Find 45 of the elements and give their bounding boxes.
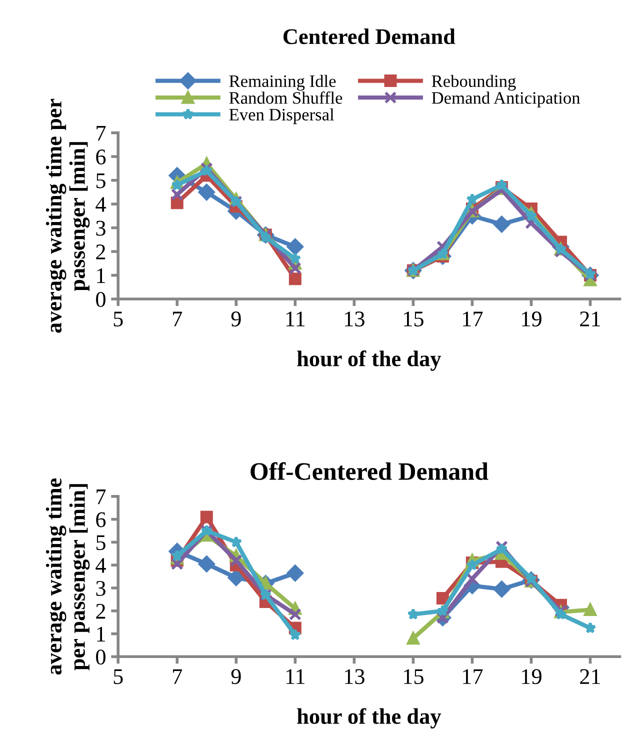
chart-title: Centered Demand <box>284 28 456 44</box>
y-tick-label: 6 <box>96 512 106 528</box>
legend-label: Demand Anticipation <box>432 92 580 108</box>
y-tick-label: 5 <box>96 535 106 550</box>
x-tick-label: 21 <box>580 669 600 684</box>
y-tick-label: 6 <box>96 150 106 164</box>
x-tick-label: 9 <box>231 312 241 326</box>
x-tick-label: 7 <box>173 669 182 684</box>
x-axis-title: hour of the day <box>297 708 442 729</box>
x-tick-label: 11 <box>286 312 305 326</box>
x-tick-label: 11 <box>286 669 305 684</box>
x-tick-label: 5 <box>114 312 123 326</box>
x-tick-label: 15 <box>404 669 424 684</box>
y-tick-label: 2 <box>96 244 106 260</box>
legend-label: Remaining Idle <box>229 74 336 91</box>
x-tick-label: 17 <box>463 669 483 684</box>
legend-label: Even Dispersal <box>229 108 334 124</box>
y-axis-title: average waiting time per passenger [min] <box>46 98 90 333</box>
x-tick-label: 17 <box>463 312 483 326</box>
x-tick-label: 7 <box>173 312 182 326</box>
y-tick-label: 0 <box>96 650 106 665</box>
x-tick-label: 13 <box>345 312 364 326</box>
y-tick-label: 1 <box>97 626 105 642</box>
legend-label: Rebounding <box>432 74 516 91</box>
chart-title: Off-Centered Demand <box>250 462 488 480</box>
x-tick-label: 15 <box>404 312 424 326</box>
y-tick-label: 1 <box>97 268 105 283</box>
x-tick-label: 21 <box>580 312 600 326</box>
y-tick-label: 0 <box>96 292 106 307</box>
y-tick-label: 4 <box>96 558 106 573</box>
y-tick-label: 7 <box>96 490 106 504</box>
x-axis-title: hour of the day <box>297 350 442 371</box>
x-tick-label: 9 <box>231 669 241 684</box>
y-tick-label: 5 <box>96 173 106 188</box>
x-tick-label: 19 <box>522 312 542 326</box>
x-tick-label: 19 <box>522 669 542 684</box>
y-axis-title: average waiting time per passenger [min] <box>46 478 90 675</box>
legend-label: Random Shuffle <box>229 91 342 104</box>
y-tick-label: 4 <box>96 197 106 212</box>
y-tick-label: 3 <box>96 580 106 596</box>
x-tick-label: 13 <box>345 669 364 684</box>
y-tick-label: 2 <box>96 604 106 619</box>
y-tick-label: 3 <box>96 220 106 236</box>
y-tick-label: 7 <box>96 126 106 141</box>
x-tick-label: 5 <box>114 669 123 684</box>
